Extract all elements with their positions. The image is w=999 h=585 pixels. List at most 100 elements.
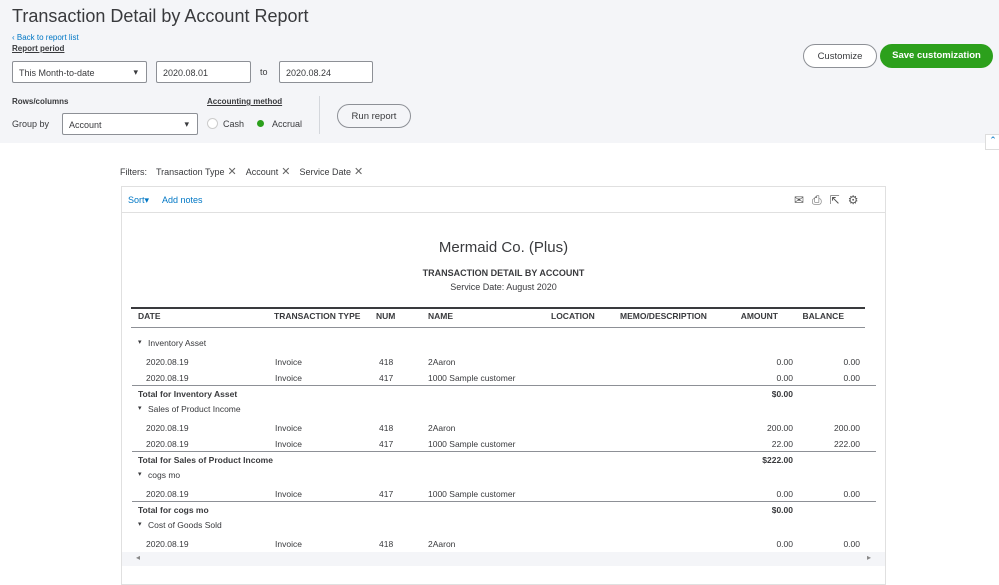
customize-button[interactable]: Customize (803, 44, 877, 68)
section-name: cogs mo (148, 470, 181, 480)
total-label: Total for cogs mo (138, 505, 209, 515)
cell-balance: 0.00 (843, 373, 860, 383)
cell-type: Invoice (275, 357, 302, 367)
section-toggle[interactable]: ▾ (138, 471, 142, 478)
filter-chip[interactable]: Service Date ✕ (299, 166, 364, 178)
column-header: BALANCE (802, 311, 844, 321)
cell-num: 418 (379, 539, 394, 549)
report-period-label: Report period (12, 44, 65, 53)
cell-num: 417 (379, 439, 394, 449)
toolbar-icons[interactable]: ✉⎙⇱⚙ (794, 193, 867, 207)
cell-amount: 200.00 (767, 423, 793, 433)
header-rule (131, 327, 865, 328)
filter-text: Transaction Type (156, 167, 225, 177)
cell-type: Invoice (275, 489, 302, 499)
cell-type: Invoice (275, 423, 302, 433)
section-toggle[interactable]: ▾ (138, 339, 142, 346)
save-customization-button[interactable]: Save customization (880, 44, 993, 68)
cell-amount: 0.00 (776, 373, 793, 383)
horizontal-scrollbar[interactable]: ◂ ▸ (122, 552, 885, 566)
group-by-label: Group by (12, 119, 50, 129)
to-label: to (260, 67, 268, 77)
group-by-select[interactable]: Account ▾ (62, 113, 198, 135)
cell-balance: 0.00 (843, 357, 860, 367)
report-subtitle: Service Date: August 2020 (450, 282, 557, 292)
section-name: Cost of Goods Sold (148, 520, 222, 530)
period-select[interactable]: This Month-to-date ▾ (12, 61, 147, 83)
accounting-method-label: Accounting method (207, 97, 283, 106)
report-panel: Sort▾ Add notes ✉⎙⇱⚙ Mermaid Co. (Plus) … (121, 186, 886, 585)
cell-balance: 222.00 (834, 439, 860, 449)
total-rule (132, 451, 876, 452)
group-by-value: Account (69, 120, 102, 130)
total-amount: $0.00 (771, 505, 793, 515)
cell-num: 418 (379, 357, 394, 367)
cell-num: 417 (379, 373, 394, 383)
toolbar-divider (122, 212, 885, 213)
report-title: TRANSACTION DETAIL BY ACCOUNT (422, 268, 585, 278)
column-header: NAME (428, 311, 454, 321)
back-link-text[interactable]: Back to report list (16, 33, 79, 42)
radio-label: Cash (223, 119, 245, 129)
cell-type: Invoice (275, 373, 302, 383)
cell-amount: 0.00 (776, 489, 793, 499)
section-name: Inventory Asset (148, 338, 207, 348)
rows-columns-label: Rows/columns (12, 97, 69, 106)
collapse-button[interactable]: ⌃ (985, 134, 999, 150)
cell-date: 2020.08.19 (146, 439, 189, 449)
filters: Filters: Transaction Type ✕ Account ✕ Service… (120, 165, 363, 178)
column-header: DATE (138, 311, 161, 321)
divider (319, 96, 320, 134)
filter-chip[interactable]: Account ✕ (245, 166, 291, 178)
total-rule (132, 385, 876, 386)
cell-amount: 0.00 (776, 539, 793, 549)
add-notes[interactable]: Add notes (162, 195, 203, 205)
cell-name: 2Aaron (428, 423, 456, 433)
cell-type: Invoice (275, 439, 302, 449)
cell-name: 1000 Sample customer (428, 439, 516, 449)
total-rule (132, 501, 876, 502)
total-label: Total for Inventory Asset (138, 389, 238, 399)
filter-remove[interactable]: ✕ (354, 166, 364, 178)
column-header: AMOUNT (740, 311, 778, 321)
company-name: Mermaid Co. (Plus) (438, 239, 569, 256)
column-header: TRANSACTION TYPE (274, 311, 361, 321)
sort-text[interactable]: Sort (128, 195, 145, 205)
section-toggle[interactable]: ▾ (138, 405, 142, 412)
column-header: MEMO/DESCRIPTION (620, 311, 707, 321)
cell-date: 2020.08.19 (146, 423, 189, 433)
from-date[interactable]: 2020.08.01 (156, 61, 251, 83)
filter-chip[interactable]: Transaction Type ✕ (156, 166, 237, 178)
cell-name: 2Aaron (428, 357, 456, 367)
to-date[interactable]: 2020.08.24 (279, 61, 373, 83)
cell-amount: 0.00 (776, 357, 793, 367)
filter-remove[interactable]: ✕ (227, 166, 237, 178)
column-header: LOCATION (551, 311, 595, 321)
total-amount: $0.00 (771, 389, 793, 399)
filter-text: Service Date (299, 167, 352, 177)
cell-date: 2020.08.19 (146, 539, 189, 549)
period-value: This Month-to-date (19, 68, 95, 78)
section-toggle[interactable]: ▾ (138, 521, 142, 528)
radio-accrual[interactable] (257, 120, 264, 127)
cell-balance: 0.00 (843, 489, 860, 499)
column-header: NUM (376, 311, 396, 321)
filter-remove[interactable]: ✕ (281, 166, 291, 178)
cell-num: 417 (379, 489, 394, 499)
page-title: Transaction Detail by Account Report (12, 6, 309, 26)
sort-button[interactable]: Sort▾ (128, 195, 150, 205)
back-link[interactable]: ‹ Back to report list (12, 33, 79, 42)
section-name: Sales of Product Income (148, 404, 241, 414)
cell-amount: 22.00 (771, 439, 793, 449)
filters-label: Filters: (120, 167, 147, 177)
cell-date: 2020.08.19 (146, 489, 189, 499)
cell-balance: 0.00 (843, 539, 860, 549)
total-label: Total for Sales of Product Income (138, 455, 273, 465)
cell-date: 2020.08.19 (146, 357, 189, 367)
filter-text: Account (245, 167, 279, 177)
radio-label: Accrual (272, 119, 303, 129)
radio-cash[interactable] (207, 118, 218, 129)
cell-num: 418 (379, 423, 394, 433)
run-report-button[interactable]: Run report (337, 104, 411, 128)
cell-date: 2020.08.19 (146, 373, 189, 383)
